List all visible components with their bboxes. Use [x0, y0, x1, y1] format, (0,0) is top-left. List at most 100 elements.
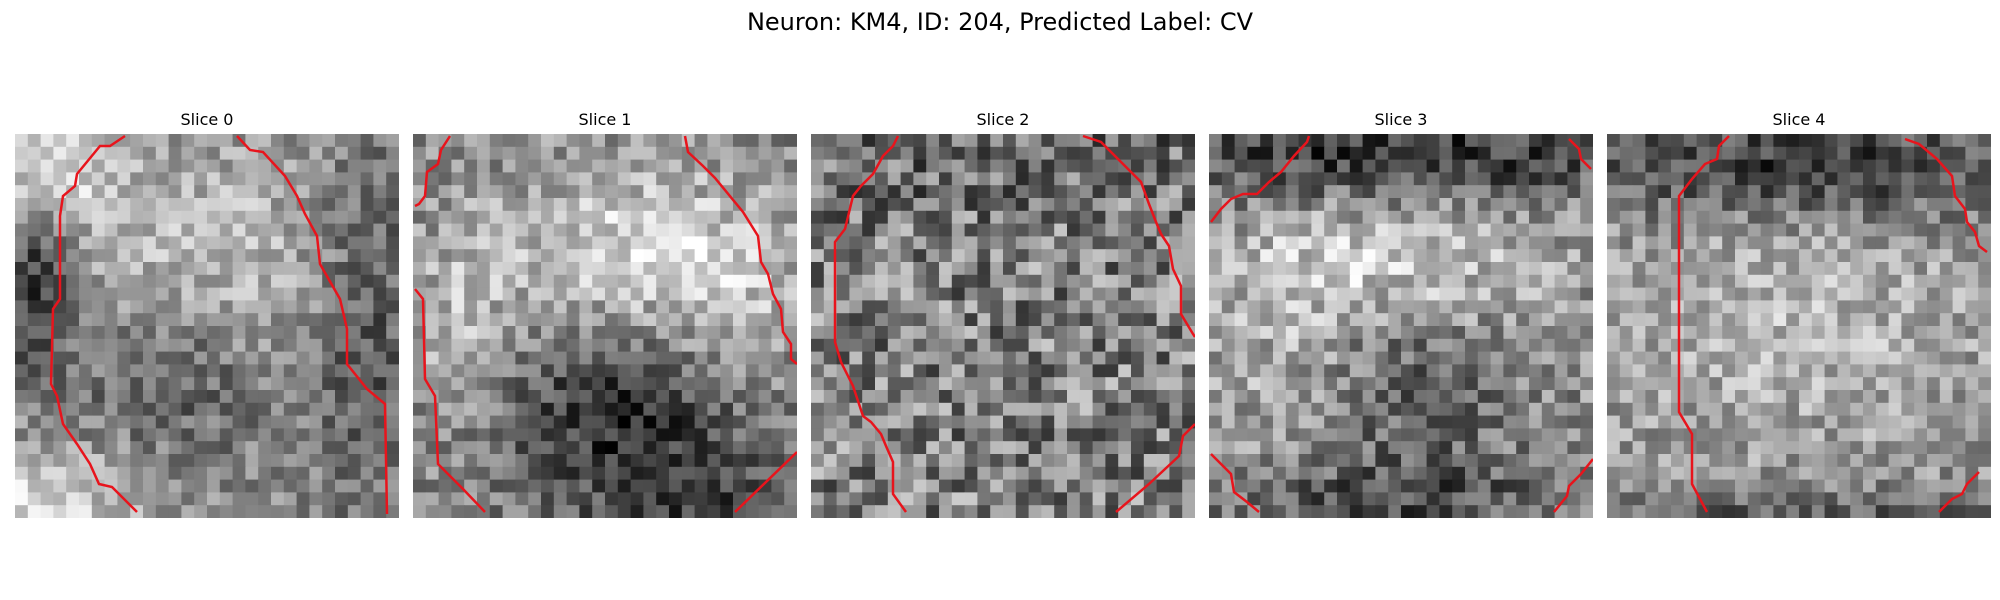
pixel	[1875, 428, 1890, 442]
pixel	[823, 454, 838, 468]
pixel	[1041, 479, 1055, 493]
pixel	[926, 441, 940, 455]
pixel	[219, 364, 234, 378]
pixel	[733, 441, 747, 455]
pixel	[66, 326, 80, 340]
pixel	[1131, 134, 1145, 148]
pixel	[964, 351, 978, 365]
pixel	[1529, 223, 1543, 237]
pixel	[1260, 351, 1274, 365]
pixel	[1541, 159, 1556, 173]
pixel	[1554, 236, 1568, 250]
pixel	[168, 441, 182, 455]
pixel	[1337, 262, 1351, 276]
pixel	[707, 210, 721, 225]
pixel	[296, 338, 310, 353]
pixel	[1978, 466, 1991, 481]
pixel	[1760, 210, 1774, 225]
pixel	[630, 428, 644, 442]
pixel	[605, 505, 619, 518]
pixel	[1156, 415, 1170, 429]
pixel	[1850, 326, 1864, 340]
pixel	[15, 300, 29, 314]
pixel	[1773, 236, 1787, 250]
pixel	[1824, 262, 1838, 276]
pixel	[489, 351, 504, 365]
pixel	[592, 236, 606, 250]
pixel	[425, 351, 440, 365]
pixel	[1234, 326, 1248, 340]
pixel	[181, 172, 195, 186]
pixel	[451, 377, 465, 391]
pixel	[258, 198, 272, 212]
pixel	[1658, 172, 1672, 186]
pixel	[1619, 377, 1634, 391]
pixel	[1388, 402, 1402, 417]
pixel	[669, 236, 683, 250]
pixel	[1118, 377, 1132, 391]
pixel	[1273, 249, 1287, 263]
pixel	[720, 300, 734, 314]
pixel	[53, 172, 67, 186]
pixel	[477, 159, 491, 173]
pixel	[1092, 249, 1106, 263]
pixel	[1105, 223, 1119, 237]
pixel	[1824, 377, 1838, 391]
pixel	[1811, 313, 1826, 327]
pixel	[27, 466, 42, 481]
pixel	[489, 415, 504, 429]
pixel	[296, 454, 310, 468]
pixel	[669, 326, 683, 340]
pixel	[1709, 441, 1723, 455]
pixel	[425, 505, 440, 518]
pixel	[1696, 223, 1710, 237]
pixel	[117, 364, 131, 378]
pixel	[836, 262, 850, 276]
pixel	[758, 454, 772, 468]
pixel	[1003, 274, 1017, 289]
pixel	[1439, 185, 1453, 199]
pixel	[1324, 185, 1338, 199]
pixel	[79, 415, 93, 429]
pixel	[1722, 351, 1736, 365]
pixel	[1683, 428, 1698, 442]
pixel	[232, 300, 246, 314]
pixel	[784, 454, 797, 468]
pixel	[926, 492, 940, 506]
pixel	[1619, 326, 1634, 340]
pixel	[1824, 428, 1838, 442]
pixel	[681, 428, 696, 442]
pixel	[1105, 236, 1119, 250]
pixel	[271, 415, 285, 429]
pixel	[1554, 223, 1568, 237]
pixel	[15, 249, 29, 263]
pixel	[758, 364, 772, 378]
pixel	[181, 454, 195, 468]
pixel	[605, 198, 619, 212]
pixel	[1221, 428, 1236, 442]
pixel	[117, 146, 131, 161]
pixel	[964, 274, 978, 289]
pixel	[913, 428, 927, 442]
pixel	[438, 262, 452, 276]
pixel	[66, 198, 80, 212]
pixel	[1529, 428, 1543, 442]
pixel	[887, 313, 902, 327]
pixel	[913, 313, 927, 327]
pixel	[1824, 326, 1838, 340]
pixel	[990, 223, 1004, 237]
pixel	[707, 198, 721, 212]
pixel	[1837, 146, 1851, 161]
pixel	[1401, 236, 1415, 250]
pixel	[219, 326, 234, 340]
pixel	[1413, 185, 1428, 199]
pixel	[1156, 274, 1170, 289]
pixel	[1401, 326, 1415, 340]
pixel	[1182, 287, 1195, 301]
pixel	[900, 377, 914, 391]
pixel	[1850, 390, 1864, 404]
pixel	[155, 313, 170, 327]
pixel	[1927, 492, 1941, 506]
pixel	[322, 159, 336, 173]
pixel	[900, 428, 914, 442]
